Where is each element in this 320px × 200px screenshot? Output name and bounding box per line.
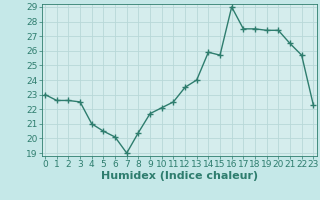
X-axis label: Humidex (Indice chaleur): Humidex (Indice chaleur) <box>100 171 258 181</box>
